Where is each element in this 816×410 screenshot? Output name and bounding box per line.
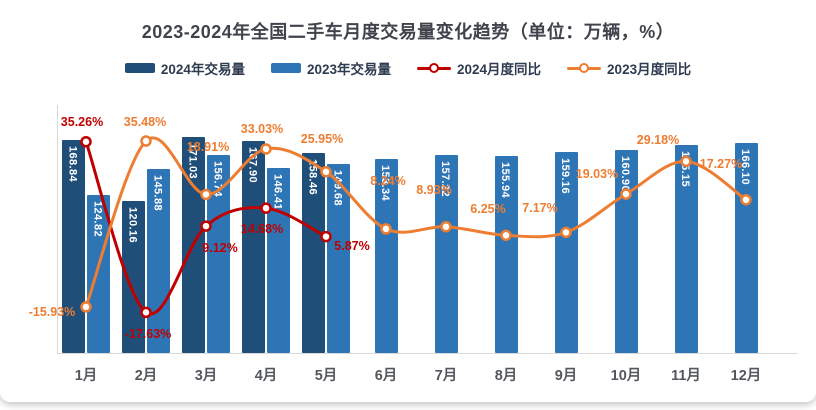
x-axis-line [57, 353, 798, 354]
x-axis-label: 12月 [730, 368, 762, 384]
line-value-label: -15.93% [28, 304, 76, 319]
x-axis-label: 6月 [374, 368, 398, 384]
line-value-label: 17.27% [699, 156, 743, 171]
chart-title: 2023-2024年全国二手车月度交易量变化趋势（单位：万辆，%） [141, 22, 675, 42]
legend-item-2023-yoy: 2023月度同比 [567, 58, 691, 78]
legend-swatch-2023-yoy-line [567, 63, 602, 74]
x-axis-label: 8月 [494, 368, 518, 384]
legend-item-2023-volume: 2023年交易量 [270, 58, 391, 78]
line-value-label: 25.95% [300, 131, 344, 146]
line-value-label: 19.03% [575, 167, 619, 182]
x-axis-label: 7月 [434, 368, 458, 384]
legend-item-2024-yoy: 2024月度同比 [417, 58, 541, 78]
x-axis-label: 11月 [671, 368, 701, 384]
x-axis-label: 10月 [610, 368, 642, 384]
x-axis-label: 5月 [314, 368, 338, 384]
x-axis-label: 2月 [134, 368, 158, 384]
legend-label-2024-volume: 2024年交易量 [160, 62, 245, 77]
line-value-label: 35.48% [123, 115, 167, 130]
legend-swatch-2024-volume [124, 63, 155, 73]
x-axis-label: 3月 [194, 368, 218, 384]
x-axis-label: 4月 [254, 368, 278, 384]
x-axis-label: 1月 [74, 368, 98, 384]
y-axis-line [57, 105, 58, 353]
line-value-label: 7.17% [522, 201, 558, 216]
line-value-label: 35.26% [60, 114, 104, 129]
line-value-label: 9.12% [202, 241, 238, 256]
x-axis-label: 9月 [554, 368, 578, 384]
line-value-label: 18.91% [186, 140, 230, 155]
chart-legend: 2024年交易量 2023年交易量 2024月度同比 2023月度同比 [0, 58, 816, 78]
bar-2024-volume [62, 139, 85, 353]
line-value-label: 5.87% [334, 238, 370, 253]
line-value-label: 29.18% [636, 133, 680, 148]
line-value-label: 14.68% [240, 222, 284, 237]
legend-label-2023-volume: 2023年交易量 [306, 62, 391, 77]
legend-swatch-2024-yoy-line [417, 63, 451, 74]
bar-value-label: 168.84 [66, 145, 79, 182]
line-value-label: 8.24% [370, 173, 406, 188]
line-value-label: 33.03% [240, 121, 284, 136]
line-value-label: -17.63% [124, 327, 172, 342]
legend-label-2024-yoy: 2024月度同比 [457, 62, 542, 77]
line-value-label: 8.93% [416, 182, 452, 197]
legend-swatch-2023-volume [270, 63, 301, 73]
legend-label-2023-yoy: 2023月度同比 [607, 62, 692, 77]
legend-item-2024-volume: 2024年交易量 [124, 58, 245, 78]
line-value-label: 6.25% [470, 202, 506, 217]
